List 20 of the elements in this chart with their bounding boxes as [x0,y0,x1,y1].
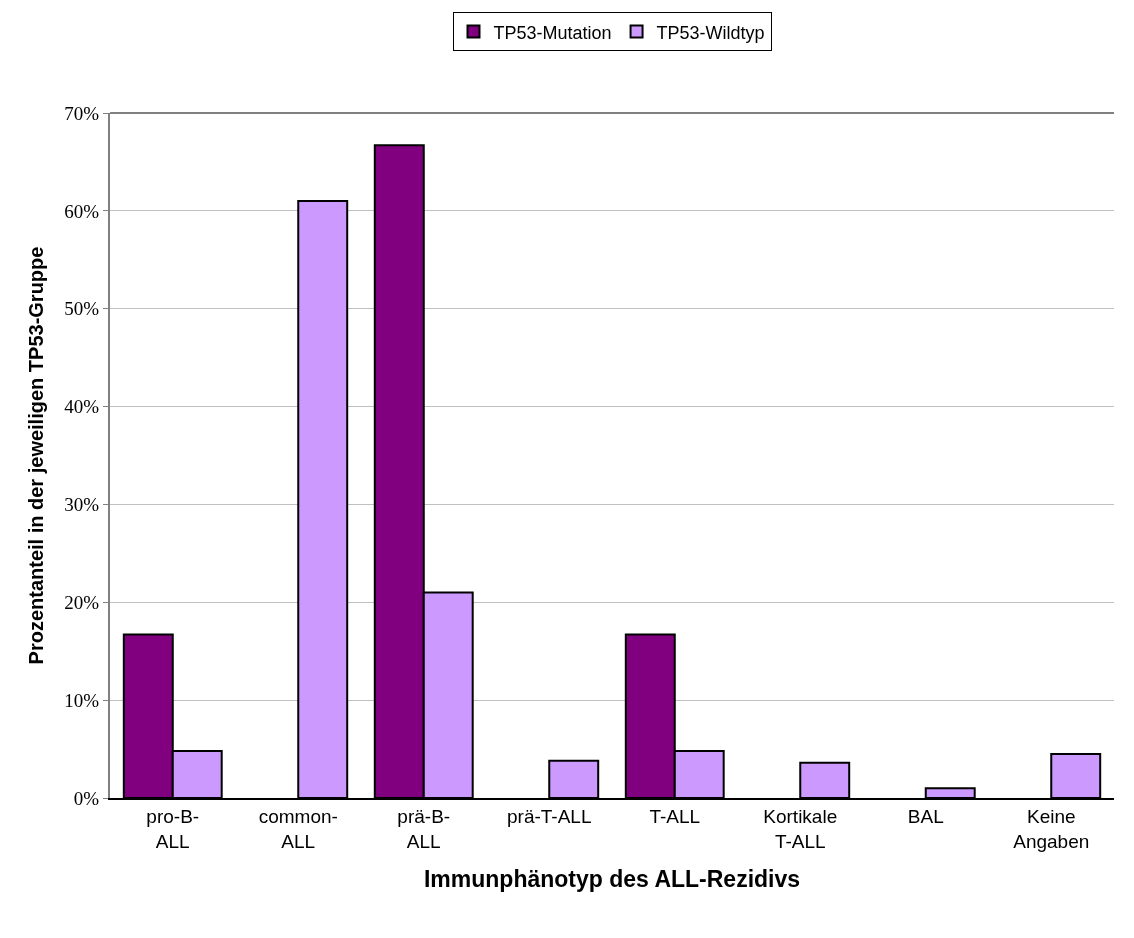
x-tick-label: Kortikale T-ALL [763,805,838,852]
y-tick-label: 60% [64,200,100,222]
x-tick-label: prä-T-ALL [507,805,592,827]
x-tick-label: Keine Angaben [1013,805,1090,852]
x-axis-title: Immunphänotyp des ALL-Rezidivs [423,865,801,892]
y-tick-label: 0% [73,787,100,809]
x-tick-label: BAL [907,805,944,827]
x-tick-label: T-ALL [649,805,701,827]
x-tick-label: prä-B- ALL [397,805,451,852]
y-tick-label: 20% [64,591,100,613]
x-tick-label: common- ALL [258,805,338,852]
y-tick-label: 70% [64,102,100,124]
y-axis-title: Prozentanteil in der jeweiligen TP53-Gruppe [25,246,48,665]
legend-label: TP53-Wildtyp [656,22,765,43]
legend-label: TP53-Mutation [493,22,612,43]
x-tick-label: pro-B- ALL [146,805,200,852]
y-tick-label: 50% [64,298,100,320]
y-tick-label: 10% [64,689,100,711]
y-tick-label: 40% [64,396,100,418]
y-tick-label: 30% [64,494,100,516]
